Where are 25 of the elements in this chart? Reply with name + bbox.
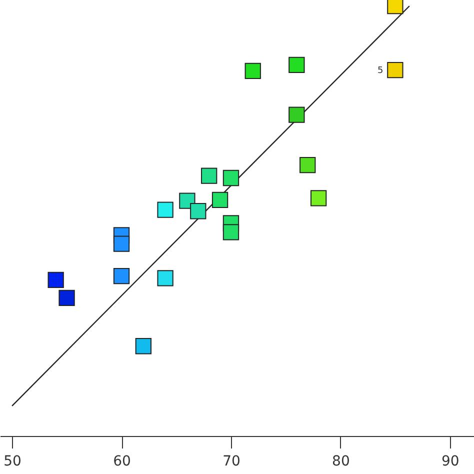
point (222, 170, 240, 186)
point (190, 203, 206, 220)
point (113, 268, 130, 284)
point (212, 192, 228, 208)
point (387, 62, 404, 78)
point (300, 157, 316, 174)
point (135, 338, 152, 354)
point (157, 270, 174, 286)
point (157, 202, 174, 218)
point (48, 272, 64, 288)
point (387, 0, 404, 14)
x-tick-label: 70 (222, 454, 240, 470)
x-tick-label: 90 (442, 454, 460, 470)
annotation: 5 (377, 66, 384, 76)
point (58, 290, 75, 306)
point (288, 56, 305, 73)
point (244, 62, 261, 80)
point (222, 224, 240, 240)
x-tick-label: 80 (332, 454, 350, 470)
x-tick-label: 50 (4, 454, 22, 470)
x-tick-label: 60 (113, 454, 131, 470)
point (201, 168, 218, 184)
point (310, 190, 327, 206)
point (113, 236, 130, 252)
point (288, 106, 305, 123)
